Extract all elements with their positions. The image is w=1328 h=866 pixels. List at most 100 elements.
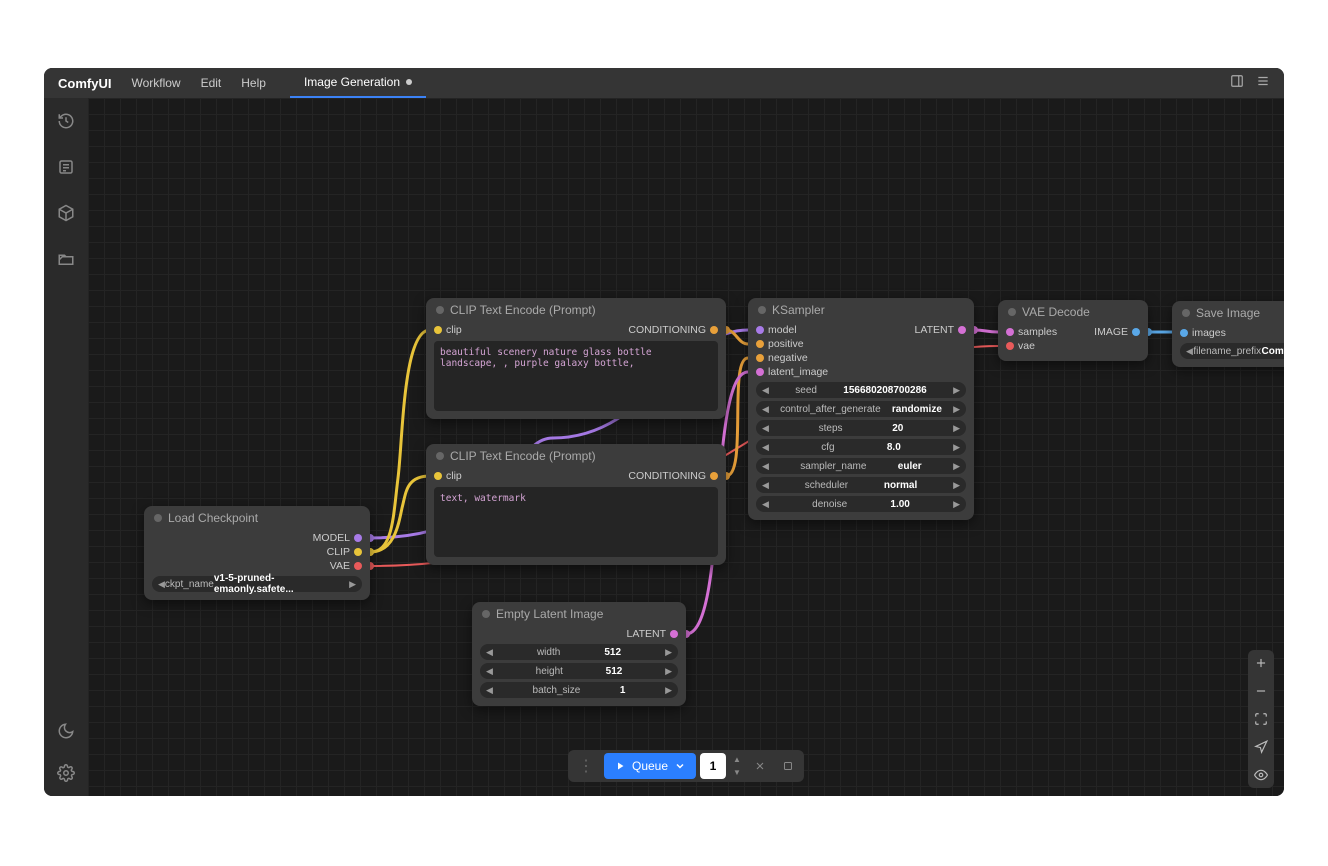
widget-seed[interactable]: ◀seed156680208700286▶: [756, 382, 966, 398]
input-samples[interactable]: samples: [1006, 326, 1057, 338]
collapse-dot[interactable]: [436, 452, 444, 460]
input-images[interactable]: images: [1180, 327, 1226, 339]
widget-sampler_name[interactable]: ◀sampler_nameeuler▶: [756, 458, 966, 474]
arrow-right-icon[interactable]: ▶: [953, 499, 960, 510]
output-CONDITIONING[interactable]: CONDITIONING: [628, 470, 718, 482]
prompt-textarea[interactable]: beautiful scenery nature glass bottle la…: [434, 341, 718, 411]
arrow-right-icon[interactable]: ▶: [953, 404, 960, 415]
arrow-left-icon[interactable]: ◀: [762, 461, 769, 472]
arrow-right-icon[interactable]: ▶: [665, 685, 672, 696]
node-header[interactable]: Load Checkpoint: [144, 506, 370, 530]
queue-icon[interactable]: [57, 158, 75, 176]
zoom-in-button[interactable]: [1252, 654, 1270, 672]
node-header[interactable]: KSampler: [748, 298, 974, 322]
queue-button[interactable]: Queue: [604, 753, 696, 779]
moon-icon[interactable]: [57, 722, 75, 740]
arrow-left-icon[interactable]: ◀: [486, 666, 493, 677]
menu-workflow[interactable]: Workflow: [121, 68, 190, 98]
count-spinner[interactable]: ▲▼: [730, 753, 744, 779]
eye-button[interactable]: [1252, 766, 1270, 784]
input-latent_image[interactable]: latent_image: [756, 366, 828, 378]
input-positive[interactable]: positive: [756, 338, 804, 350]
arrow-right-icon[interactable]: ▶: [665, 666, 672, 677]
widget-batch_size[interactable]: ◀batch_size1▶: [480, 682, 678, 698]
widget-cfg[interactable]: ◀cfg8.0▶: [756, 439, 966, 455]
menu-help[interactable]: Help: [231, 68, 276, 98]
arrow-left-icon[interactable]: ◀: [762, 423, 769, 434]
prompt-textarea[interactable]: text, watermark: [434, 487, 718, 557]
input-negative[interactable]: negative: [756, 352, 808, 364]
node-ksampler[interactable]: KSampler model LATENT positive negative laten…: [748, 298, 974, 520]
hamburger-icon[interactable]: [1256, 74, 1270, 93]
widget-width[interactable]: ◀width512▶: [480, 644, 678, 660]
node-header[interactable]: CLIP Text Encode (Prompt): [426, 298, 726, 322]
widget-control_after_generate[interactable]: ◀control_after_generaterandomize▶: [756, 401, 966, 417]
collapse-dot[interactable]: [758, 306, 766, 314]
tab-image-generation[interactable]: Image Generation: [290, 68, 426, 98]
drag-handle-icon[interactable]: ⋮: [572, 756, 600, 776]
arrow-left-icon[interactable]: ◀: [762, 404, 769, 415]
node-clip_pos[interactable]: CLIP Text Encode (Prompt) clip CONDITIONIN…: [426, 298, 726, 419]
input-clip[interactable]: clip: [434, 470, 462, 482]
collapse-dot[interactable]: [154, 514, 162, 522]
input-vae[interactable]: vae: [1006, 340, 1035, 352]
output-LATENT[interactable]: LATENT: [915, 324, 966, 336]
arrow-left-icon[interactable]: ◀: [762, 385, 769, 396]
node-save_image[interactable]: Save Image images ◀filename_prefixComfyUI▶: [1172, 301, 1284, 367]
folder-icon[interactable]: [57, 250, 75, 268]
widget-steps[interactable]: ◀steps20▶: [756, 420, 966, 436]
arrow-left-icon[interactable]: ◀: [762, 499, 769, 510]
history-icon[interactable]: [57, 112, 75, 130]
arrow-right-icon[interactable]: ▶: [953, 480, 960, 491]
collapse-dot[interactable]: [436, 306, 444, 314]
arrow-right-icon[interactable]: ▶: [953, 423, 960, 434]
collapse-dot[interactable]: [482, 610, 490, 618]
node-header[interactable]: VAE Decode: [998, 300, 1148, 324]
node-title: CLIP Text Encode (Prompt): [450, 449, 596, 463]
node-header[interactable]: CLIP Text Encode (Prompt): [426, 444, 726, 468]
arrow-right-icon[interactable]: ▶: [953, 442, 960, 453]
widget-ckpt_name[interactable]: ◀ckpt_namev1-5-pruned-emaonly.safete...▶: [152, 576, 362, 592]
output-VAE[interactable]: VAE: [330, 560, 362, 572]
arrow-left-icon[interactable]: ◀: [762, 480, 769, 491]
arrow-right-icon[interactable]: ▶: [953, 461, 960, 472]
output-LATENT[interactable]: LATENT: [627, 628, 678, 640]
arrow-left-icon[interactable]: ◀: [486, 647, 493, 658]
stop-icon[interactable]: [776, 760, 800, 772]
node-load_checkpoint[interactable]: Load Checkpoint MODEL CLIP VAE ◀ckpt_namev1-…: [144, 506, 370, 600]
arrow-right-icon[interactable]: ▶: [953, 385, 960, 396]
cube-icon[interactable]: [57, 204, 75, 222]
queue-count[interactable]: 1: [700, 753, 726, 779]
layout-icon[interactable]: [1230, 74, 1244, 93]
arrow-right-icon[interactable]: ▶: [349, 579, 356, 590]
node-empty_latent[interactable]: Empty Latent Image LATENT ◀width512▶ ◀heigh…: [472, 602, 686, 706]
node-vae_decode[interactable]: VAE Decode samples IMAGE vae: [998, 300, 1148, 361]
menu-edit[interactable]: Edit: [191, 68, 232, 98]
fit-button[interactable]: [1252, 710, 1270, 728]
arrow-right-icon[interactable]: ▶: [665, 647, 672, 658]
node-clip_neg[interactable]: CLIP Text Encode (Prompt) clip CONDITIONIN…: [426, 444, 726, 565]
widget-denoise[interactable]: ◀denoise1.00▶: [756, 496, 966, 512]
input-model[interactable]: model: [756, 324, 797, 336]
output-MODEL[interactable]: MODEL: [313, 532, 362, 544]
arrow-left-icon[interactable]: ◀: [1186, 346, 1193, 357]
navigate-button[interactable]: [1252, 738, 1270, 756]
arrow-left-icon[interactable]: ◀: [762, 442, 769, 453]
collapse-dot[interactable]: [1182, 309, 1190, 317]
widget-filename_prefix[interactable]: ◀filename_prefixComfyUI▶: [1180, 343, 1284, 359]
arrow-left-icon[interactable]: ◀: [486, 685, 493, 696]
output-CONDITIONING[interactable]: CONDITIONING: [628, 324, 718, 336]
output-CLIP[interactable]: CLIP: [327, 546, 362, 558]
node-header[interactable]: Empty Latent Image: [472, 602, 686, 626]
output-IMAGE[interactable]: IMAGE: [1094, 326, 1140, 338]
cancel-icon[interactable]: [748, 760, 772, 772]
node-canvas[interactable]: Load Checkpoint MODEL CLIP VAE ◀ckpt_namev1-…: [88, 98, 1284, 796]
gear-icon[interactable]: [57, 764, 75, 782]
input-clip[interactable]: clip: [434, 324, 462, 336]
widget-scheduler[interactable]: ◀schedulernormal▶: [756, 477, 966, 493]
node-header[interactable]: Save Image: [1172, 301, 1284, 325]
widget-height[interactable]: ◀height512▶: [480, 663, 678, 679]
arrow-left-icon[interactable]: ◀: [158, 579, 165, 590]
collapse-dot[interactable]: [1008, 308, 1016, 316]
zoom-out-button[interactable]: [1252, 682, 1270, 700]
